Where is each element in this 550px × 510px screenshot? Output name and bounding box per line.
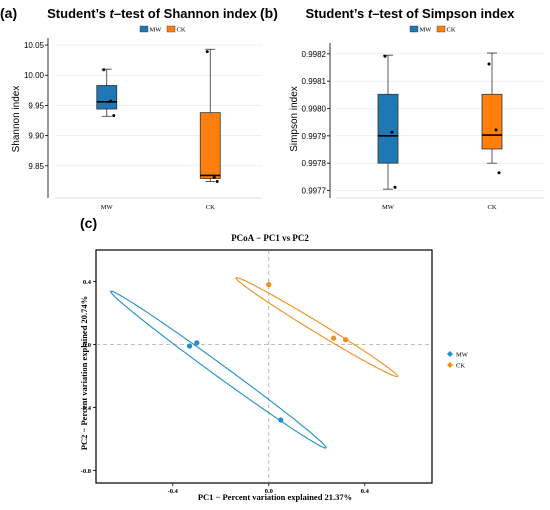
panel-a-legend: MW CK bbox=[139, 25, 186, 34]
legend-swatch bbox=[166, 25, 176, 33]
data-point bbox=[497, 171, 501, 175]
box-ck bbox=[199, 112, 221, 179]
panel-a-grid bbox=[55, 44, 262, 167]
panel-c-plot-frame bbox=[95, 249, 433, 484]
panel-a-x-axis: MW CK bbox=[55, 197, 262, 211]
panel-b-label: (b) bbox=[260, 5, 278, 21]
panel-c-y-axis-label: PC2 − Percent variation explained 20.74% bbox=[79, 296, 89, 450]
data-point bbox=[390, 130, 394, 134]
data-point bbox=[102, 68, 106, 72]
y-tick-label: 9.85 bbox=[28, 162, 44, 171]
y-tick-label: 10.05 bbox=[24, 41, 45, 50]
point-ck bbox=[266, 282, 272, 288]
box-mw bbox=[377, 93, 399, 164]
data-point bbox=[112, 114, 116, 118]
panel-a-boxes bbox=[96, 48, 221, 184]
data-point bbox=[109, 99, 113, 103]
x-tick-label: 0.4 bbox=[361, 488, 370, 495]
panel-b-y-axis-label: Simpson index bbox=[289, 86, 300, 152]
x-tick-label: 0.0 bbox=[265, 488, 273, 495]
y-tick-label: 0.9980 bbox=[302, 105, 327, 114]
panel-b-title: Student’s t–test of Simpson index bbox=[305, 6, 515, 21]
panel-c-legend: MW CK bbox=[447, 351, 469, 370]
panel-c-axes: -0.4 0.0 0.4 0.4 0.0 -0.4 -0.8 bbox=[81, 279, 370, 495]
panel-b-boxes bbox=[377, 52, 503, 190]
data-point bbox=[487, 62, 491, 66]
box-ck bbox=[481, 93, 503, 150]
y-tick-label: 0.9979 bbox=[302, 132, 327, 141]
box-mw bbox=[96, 85, 118, 110]
panel-b-x-axis: MW CK bbox=[336, 197, 544, 211]
panel-a-title-post: –test of Shannon index bbox=[114, 6, 258, 21]
panel-a-y-axis: 9.85 9.90 9.95 10.00 10.05 bbox=[24, 38, 49, 198]
legend-swatch bbox=[409, 25, 419, 33]
y-tick-label: 10.00 bbox=[24, 71, 45, 80]
y-tick-label: 0.9978 bbox=[302, 159, 327, 168]
y-tick-label: 9.90 bbox=[28, 132, 44, 141]
y-tick-label: 0.9981 bbox=[302, 77, 327, 86]
legend-label: MW bbox=[150, 27, 163, 34]
point-mw bbox=[187, 343, 193, 349]
point-mw bbox=[194, 340, 200, 346]
panel-c-zero-lines bbox=[96, 250, 432, 483]
data-point bbox=[205, 50, 209, 54]
legend-label: MW bbox=[420, 27, 433, 34]
panel-b-title-post: –test of Simpson index bbox=[372, 6, 515, 21]
y-tick-label: -0.4 bbox=[81, 405, 92, 412]
legend-label: MW bbox=[456, 352, 469, 359]
x-tick-label: -0.4 bbox=[168, 488, 179, 495]
y-tick-label: 0.4 bbox=[83, 279, 92, 286]
y-tick-label: 0.0 bbox=[83, 342, 91, 349]
ellipse-mw bbox=[110, 290, 327, 449]
panel-c-label: (c) bbox=[80, 215, 97, 231]
x-tick-label: MW bbox=[382, 204, 395, 211]
point-ck bbox=[331, 335, 337, 341]
data-point bbox=[215, 180, 219, 184]
legend-marker bbox=[447, 362, 453, 368]
panel-b-grid bbox=[336, 53, 544, 191]
panel-c-x-axis-label: PC1 − Percent variation explained 21.37% bbox=[198, 492, 352, 502]
y-tick-label: 0.9982 bbox=[302, 50, 327, 59]
y-tick-label: 0.9977 bbox=[302, 187, 327, 196]
data-point bbox=[383, 54, 387, 58]
panel-b: (b) Student’s t–test of Simpson index Si… bbox=[260, 5, 544, 211]
panel-b-y-axis: 0.9977 0.9978 0.9979 0.9980 0.9981 0.9982 bbox=[302, 43, 331, 198]
panel-b-title-t: t bbox=[368, 6, 373, 21]
point-ck bbox=[343, 337, 349, 343]
x-tick-label: CK bbox=[487, 204, 496, 211]
panel-c-title: PCoA − PC1 vs PC2 bbox=[231, 233, 309, 243]
panel-a-title-pre: Student’s bbox=[47, 6, 109, 21]
x-tick-label: MW bbox=[101, 204, 114, 211]
panel-a-title: Student’s t–test of Shannon index bbox=[47, 6, 257, 21]
data-point bbox=[212, 175, 216, 179]
data-point bbox=[494, 128, 498, 132]
panel-b-legend: MW CK bbox=[409, 25, 456, 34]
panel-c-points bbox=[187, 282, 349, 423]
panel-c-ellipses bbox=[110, 277, 399, 449]
legend-label: CK bbox=[447, 27, 456, 34]
x-tick-label: CK bbox=[206, 204, 215, 211]
panel-c: (c) PCoA − PC1 vs PC2 -0.4 0.0 0.40.40.0-0… bbox=[79, 215, 469, 502]
data-point bbox=[393, 185, 397, 189]
legend-marker bbox=[447, 351, 453, 357]
panel-b-title-pre: Student’s bbox=[305, 6, 367, 21]
point-mw bbox=[278, 417, 284, 423]
panel-a-title-t: t bbox=[110, 6, 115, 21]
legend-swatch bbox=[139, 25, 149, 33]
ellipse-ck bbox=[235, 277, 399, 378]
panel-a-y-axis-label: Shannon index bbox=[11, 86, 22, 153]
panel-a: (a) Student’s t–test of Shannon index Sh… bbox=[0, 5, 262, 211]
y-tick-label: -0.8 bbox=[81, 468, 92, 475]
y-tick-label: 9.95 bbox=[28, 101, 44, 110]
panel-a-label: (a) bbox=[0, 5, 17, 21]
legend-swatch bbox=[436, 25, 446, 33]
legend-label: CK bbox=[456, 363, 465, 370]
legend-label: CK bbox=[177, 27, 186, 34]
